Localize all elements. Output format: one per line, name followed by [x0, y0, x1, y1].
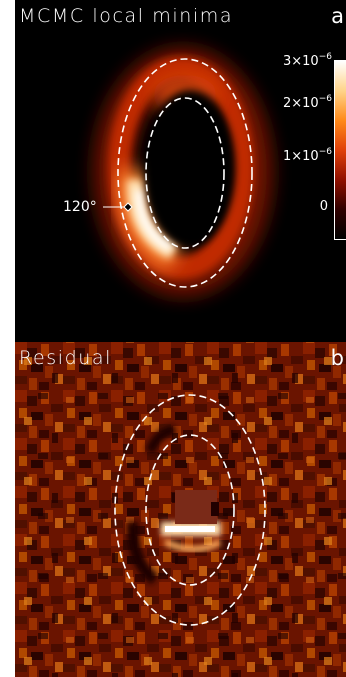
marker-diamond-icon — [123, 202, 133, 212]
model-image-panel: MCMC local minima a 120° 3×10−6 2×10−6 1… — [15, 0, 346, 342]
inner-ring-contour — [145, 434, 235, 586]
central-mask — [175, 490, 217, 524]
colorbar-tick: 2×10−6 — [283, 94, 332, 111]
residual-image-panel: Residual b — [15, 342, 346, 677]
panel-a-letter: a — [331, 4, 344, 28]
residual-image — [15, 342, 346, 677]
panel-b-letter: b — [330, 346, 344, 370]
outer-ring-contour — [114, 394, 266, 626]
angle-label: 120° — [63, 199, 97, 215]
outer-ring-contour — [117, 58, 253, 288]
inner-ring-contour — [145, 97, 225, 249]
colorbar-tick: 1×10−6 — [283, 147, 332, 164]
panel-b-title: Residual — [19, 347, 113, 369]
panel-a-title: MCMC local minima — [19, 5, 234, 27]
colorbar-tick: 3×10−6 — [283, 52, 332, 69]
disk-model-image — [15, 0, 346, 342]
colorbar-tick: 0 — [319, 199, 328, 214]
colorbar — [334, 60, 346, 240]
